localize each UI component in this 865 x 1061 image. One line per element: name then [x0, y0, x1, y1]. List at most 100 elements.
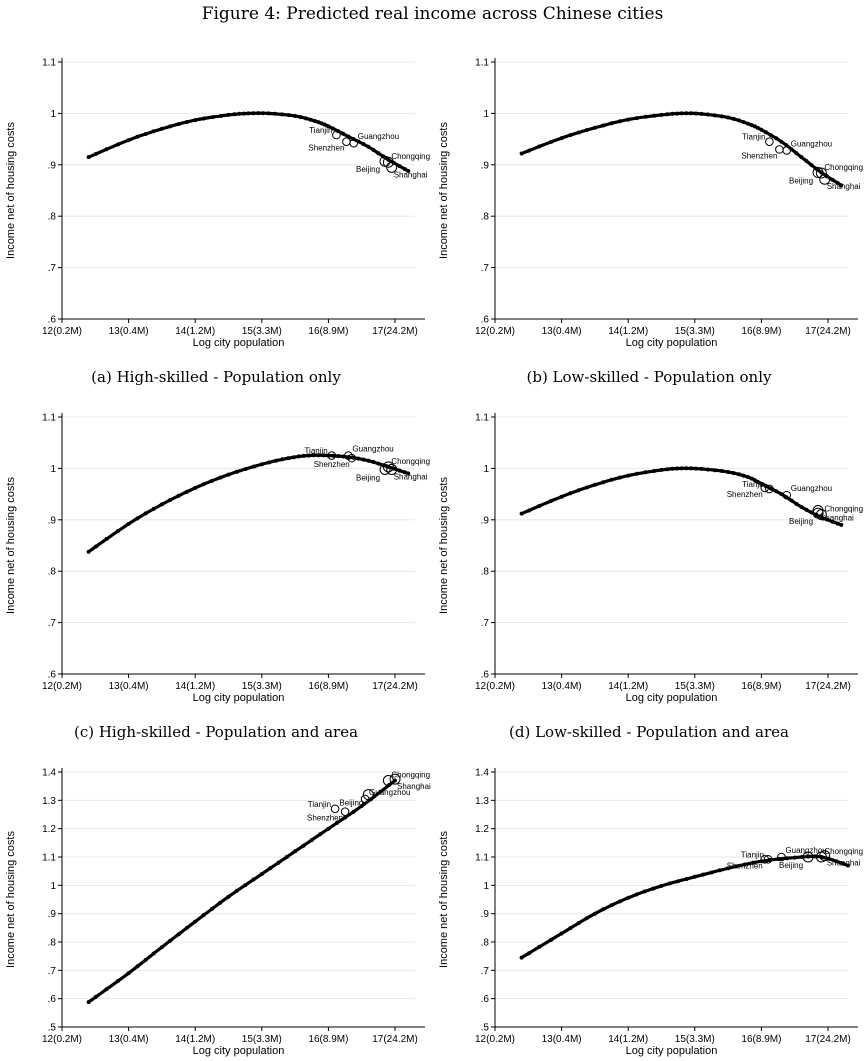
data-point-96 [792, 855, 797, 860]
chart-panel-d: .6 .7 .8 .9 1 1.1 12(0.2M) 13(0.4M) 14(1.2M) 15(3… [438, 413, 863, 705]
data-point-48 [659, 112, 664, 117]
y-tick-label-8: 1.3 [42, 796, 56, 807]
y-tick-label-4: 1 [50, 464, 56, 475]
y-tick-label-1: .6 [481, 994, 490, 1005]
y-tick-label-1: .6 [48, 994, 57, 1005]
data-point-51 [234, 469, 239, 474]
data-point-51 [234, 888, 239, 893]
data-point-135 [804, 159, 809, 164]
data-point-96 [359, 804, 364, 809]
data-point-27 [601, 907, 606, 912]
city-label-beijing: Beijing [339, 799, 363, 808]
data-point-60 [259, 462, 264, 467]
data-point-12 [559, 494, 564, 499]
y-tick-label-0: .6 [48, 670, 57, 681]
y-tick-label-3: .8 [481, 938, 490, 949]
data-point-6 [537, 503, 542, 508]
x-tick-label-3: 15(3.3M) [675, 681, 715, 692]
data-point-15 [568, 491, 573, 496]
data-point-72 [726, 866, 731, 871]
city-marker-shanghai [389, 773, 401, 785]
data-point-90 [316, 453, 321, 458]
data-point-30 [609, 121, 614, 126]
data-point-126 [789, 498, 794, 503]
data-point-138 [376, 151, 381, 156]
x-tick-label-2: 14(1.2M) [175, 326, 215, 337]
data-point-72 [699, 466, 704, 471]
data-point-144 [406, 471, 411, 476]
data-point-132 [366, 144, 371, 149]
y-tick-label-7: 1.2 [475, 824, 489, 835]
data-point-147 [824, 517, 829, 522]
data-point-75 [705, 467, 710, 472]
series-line [87, 453, 410, 554]
city-marker-shanghai [386, 463, 398, 475]
x-tick-label-4: 16(8.9M) [741, 326, 781, 337]
city-marker-tianjin [330, 804, 340, 814]
data-point-102 [336, 454, 341, 459]
x-axis-label: Log city population [626, 1045, 718, 1057]
data-point-36 [626, 117, 631, 122]
x-tick-label-4: 16(8.9M) [308, 681, 348, 692]
data-point-153 [835, 181, 840, 186]
data-point-18 [143, 511, 148, 516]
data-point-48 [226, 894, 231, 899]
chart-panel-b: .6 .7 .8 .9 1 1.1 12(0.2M) 13(0.4M) 14(1.2M) 15(3… [438, 58, 863, 350]
data-point-12 [126, 521, 131, 526]
city-label-shanghai: Shanghai [394, 170, 428, 179]
data-point-129 [361, 142, 366, 147]
data-point-15 [568, 133, 573, 138]
data-point-138 [809, 163, 814, 168]
data-point-90 [736, 118, 741, 123]
y-tick-label-0: .5 [481, 1023, 490, 1034]
data-point-57 [251, 877, 256, 882]
x-axis-label: Log city population [626, 337, 718, 349]
data-point-9 [549, 937, 554, 942]
data-point-54 [243, 467, 248, 472]
city-label-guangzhou: Guangzhou [785, 846, 826, 855]
data-point-0 [86, 549, 91, 554]
data-point-0 [86, 155, 91, 160]
data-point-75 [705, 112, 710, 117]
data-point-66 [256, 111, 261, 116]
data-point-78 [742, 862, 747, 867]
city-label-tianjin: Tianjin [304, 447, 327, 456]
y-axis-label: Income net of housing costs [438, 831, 450, 968]
data-point-33 [617, 475, 622, 480]
data-point-114 [768, 133, 773, 138]
data-point-78 [309, 838, 314, 843]
data-point-117 [774, 489, 779, 494]
data-point-21 [151, 506, 156, 511]
data-point-21 [151, 129, 156, 134]
data-point-147 [391, 160, 396, 165]
data-point-105 [755, 125, 760, 130]
data-point-78 [712, 113, 717, 118]
chart-panel-c: .6 .7 .8 .9 1 1.1 12(0.2M) 13(0.4M) 14(1.2M) 15(3… [5, 413, 430, 705]
x-tick-label-0: 12(0.2M) [475, 1034, 515, 1045]
data-point-120 [366, 458, 371, 463]
data-point-54 [670, 466, 675, 471]
x-tick-label-2: 14(1.2M) [608, 681, 648, 692]
city-marker-shenzhen [347, 453, 357, 463]
city-marker-chongqing [815, 509, 827, 521]
city-marker-guangzhou [782, 490, 792, 500]
x-tick-label-1: 13(0.4M) [542, 326, 582, 337]
caption-d: (d) Low-skilled - Population and area [509, 723, 789, 741]
data-point-36 [193, 919, 198, 924]
y-tick-label-9: 1.4 [475, 768, 489, 779]
series-line [520, 854, 850, 960]
data-point-39 [634, 892, 639, 897]
x-tick-label-0: 12(0.2M) [475, 681, 515, 692]
data-point-63 [267, 460, 272, 465]
data-point-93 [741, 120, 746, 125]
data-point-75 [291, 455, 296, 460]
data-point-72 [699, 111, 704, 116]
data-point-102 [378, 789, 383, 794]
y-tick-label-1: .7 [481, 618, 490, 629]
data-point-84 [326, 826, 331, 831]
y-tick-label-6: 1.1 [42, 853, 56, 864]
x-tick-label-1: 13(0.4M) [109, 326, 149, 337]
y-tick-label-1: .7 [48, 263, 57, 274]
data-point-9 [116, 142, 121, 147]
data-point-57 [684, 877, 689, 882]
